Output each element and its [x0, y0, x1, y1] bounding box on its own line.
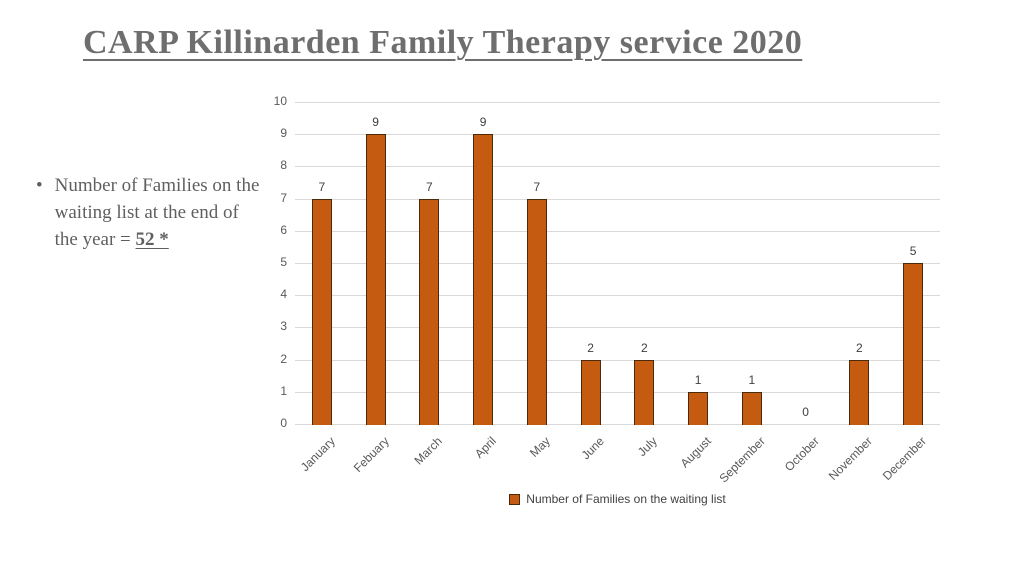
bar	[903, 263, 924, 425]
y-axis-tick-label: 3	[280, 319, 287, 334]
bar-value-label: 1	[748, 372, 756, 387]
bar	[419, 198, 440, 425]
y-axis-tick-label: 6	[280, 222, 287, 237]
chart-legend: Number of Families on the waiting list	[295, 492, 940, 506]
gridline	[295, 295, 940, 297]
gridline	[295, 327, 940, 329]
y-axis-tick-label: 8	[280, 158, 287, 173]
gridline	[295, 102, 940, 103]
bar	[580, 359, 601, 425]
y-axis-tick-label: 0	[280, 416, 287, 430]
y-axis-tick-label: 5	[280, 255, 287, 269]
y-axis-tick-label: 10	[273, 94, 287, 108]
bar-value-label: 9	[479, 115, 487, 130]
slide-title: CARP Killinarden Family Therapy service …	[83, 24, 803, 61]
bar-value-label: 2	[856, 340, 863, 355]
gridline	[295, 263, 940, 264]
y-axis-tick-label: 1	[280, 383, 287, 398]
gridline	[295, 424, 940, 425]
bar	[741, 391, 762, 425]
bullet-marker: •	[36, 175, 43, 196]
y-axis-tick-label: 2	[280, 351, 287, 366]
bar	[473, 134, 494, 425]
gridline	[295, 359, 940, 361]
y-axis-tick-label: 4	[280, 287, 287, 302]
bar-value-label: 7	[426, 179, 433, 194]
bullet-list: • Number of Families on the waiting list…	[36, 172, 268, 253]
gridline	[295, 134, 940, 136]
bar-value-label: 1	[694, 372, 702, 387]
gridline	[295, 391, 940, 393]
bar-value-label: 7	[533, 179, 541, 194]
gridline	[295, 230, 940, 232]
legend-color-swatch	[509, 493, 521, 505]
legend-label: Number of Families on the waiting list	[526, 492, 726, 506]
bar	[634, 359, 655, 425]
bullet-text-highlight: 52 *	[135, 229, 169, 250]
bar-value-label: 9	[372, 115, 379, 130]
bullet-text-prefix: Number of Families on the waiting list a…	[54, 175, 265, 250]
bar-value-label: 7	[318, 179, 326, 194]
bar	[526, 198, 547, 425]
bar	[311, 198, 332, 425]
gridline	[295, 198, 940, 200]
bar-value-label: 0	[802, 405, 809, 419]
y-axis-tick-label: 9	[280, 126, 287, 141]
bar-value-label: 2	[641, 340, 648, 355]
bar	[688, 391, 709, 425]
gridline	[295, 166, 940, 168]
y-axis-tick-label: 7	[280, 190, 287, 205]
bar	[365, 134, 386, 425]
bar	[849, 359, 870, 425]
bullet-text: Number of Families on the waiting list a…	[55, 172, 268, 253]
bar-value-label: 5	[909, 244, 917, 258]
bar-value-label: 2	[587, 340, 594, 355]
